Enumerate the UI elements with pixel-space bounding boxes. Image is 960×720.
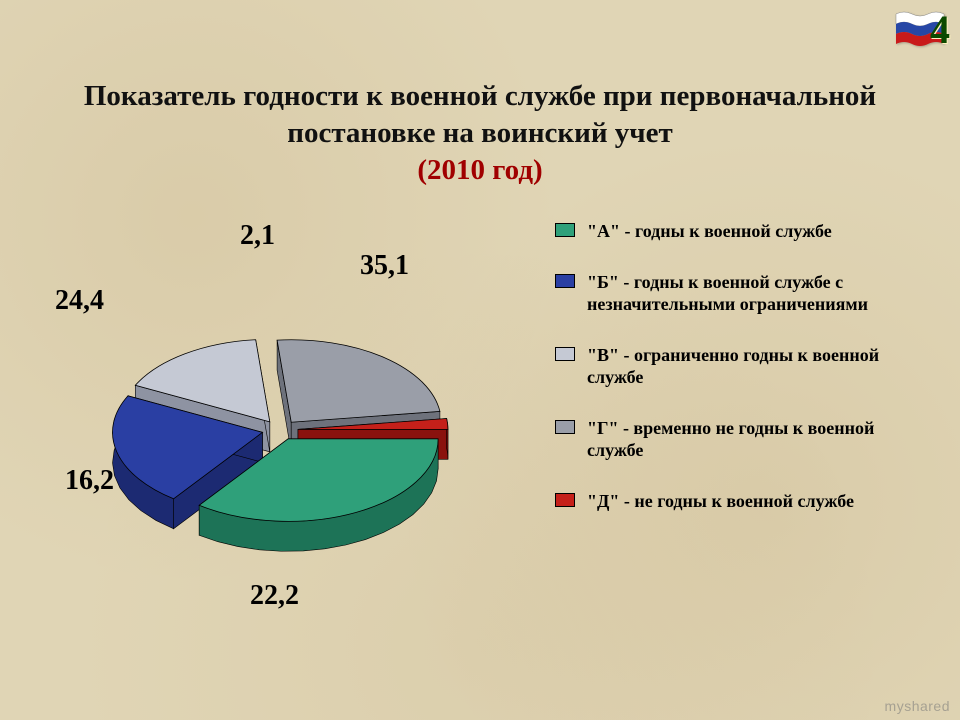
slice-label-G: 24,4 [55,285,104,317]
title-line-3: (2010 год) [417,154,542,186]
title-line-1: Показатель годности к военной службе при [84,80,660,112]
legend-text-1: "Б" - годны к военной службе с незначите… [587,271,915,316]
legend-swatch-4 [555,493,575,507]
slide-title: Показатель годности к военной службе при… [0,78,960,189]
slice-label-D: 2,1 [240,220,275,252]
legend-text-2: "В" - ограниченно годны к военной службе [587,344,915,389]
pie-slice-G [277,340,440,423]
legend-swatch-0 [555,223,575,237]
legend-item-4: "Д" - не годны к военной службе [555,490,915,513]
watermark: myshared [885,698,950,714]
legend-swatch-2 [555,347,575,361]
legend: "А" - годны к военной службе "Б" - годны … [555,220,915,540]
legend-swatch-1 [555,274,575,288]
legend-text-4: "Д" - не годны к военной службе [587,490,854,513]
slice-label-V: 16,2 [65,465,114,497]
pie-chart: 35,1 22,2 16,2 24,4 2,1 [30,210,510,630]
legend-text-3: "Г" - временно не годны к военной службе [587,417,915,462]
legend-swatch-3 [555,420,575,434]
legend-item-2: "В" - ограниченно годны к военной службе [555,344,915,389]
legend-item-0: "А" - годны к военной службе [555,220,915,243]
legend-item-1: "Б" - годны к военной службе с незначите… [555,271,915,316]
legend-text-0: "А" - годны к военной службе [587,220,832,243]
legend-item-3: "Г" - временно не годны к военной службе [555,417,915,462]
slice-label-A: 35,1 [360,250,409,282]
page-number: 4 [930,6,950,53]
slice-label-B: 22,2 [250,580,299,612]
